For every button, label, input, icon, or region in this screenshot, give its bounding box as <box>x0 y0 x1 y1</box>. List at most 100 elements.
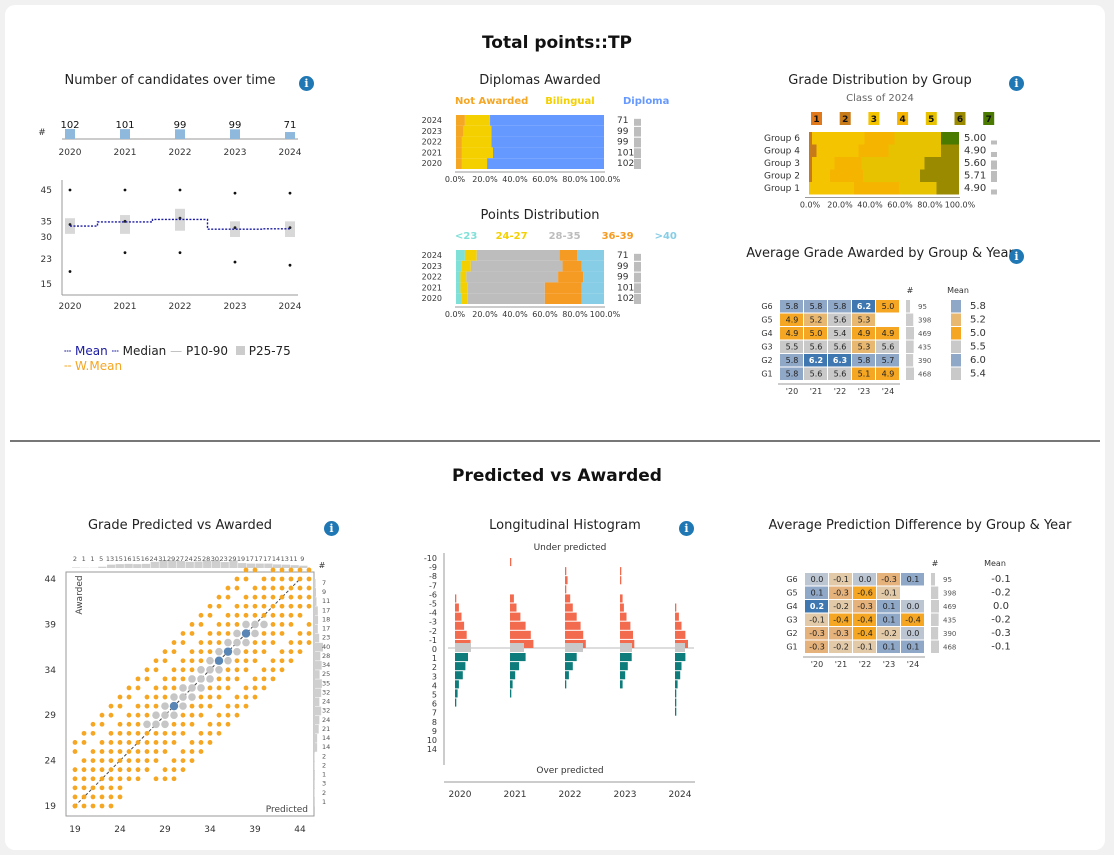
grade-segment <box>941 144 959 157</box>
avg-grade-row-label: G6 <box>761 302 772 311</box>
avg-grade-mean: 5.0 <box>970 328 986 339</box>
scatter-point <box>214 656 224 665</box>
scatter-point <box>81 803 87 809</box>
lh-over-bar <box>620 671 626 680</box>
diplomas-segment <box>456 158 462 169</box>
grade-segment <box>809 157 812 170</box>
grade-legend-swatch <box>954 112 966 125</box>
scatter-point <box>261 585 267 591</box>
scatter-right-count: 18 <box>322 615 330 623</box>
scatter-point <box>162 749 168 754</box>
grade-legend-label: 1 <box>813 115 819 125</box>
grade-group-mean: 5.00 <box>964 133 986 144</box>
pred-diff-col-label: '21 <box>835 660 847 669</box>
avg-grade-cell-value: 6.3 <box>833 356 847 365</box>
scatter-x-tick: 39 <box>249 825 261 835</box>
grade-distribution-title: Grade Distribution by Group <box>788 73 972 88</box>
lh-under-bar <box>620 576 622 585</box>
scatter-point <box>198 730 204 736</box>
points-count-bar <box>634 272 641 283</box>
pred-diff-cell-value: 0.1 <box>883 643 896 652</box>
pred-diff-count: 468 <box>943 644 956 652</box>
section-divider <box>10 440 1100 442</box>
points-count: 102 <box>617 294 634 304</box>
points-legend: 24-27 <box>496 231 528 242</box>
diplomas-segment <box>456 115 465 126</box>
grade-legend-label: 3 <box>871 115 877 125</box>
scatter-point <box>306 576 312 582</box>
scatter-point <box>189 667 195 673</box>
scatter-point <box>90 758 96 763</box>
grade-segment <box>830 169 863 182</box>
scatter-point <box>215 647 223 656</box>
scatter-point <box>117 749 123 754</box>
scatter-point <box>225 594 231 600</box>
pred-diff-cell-value: -0.3 <box>857 602 873 611</box>
scatter-point <box>288 585 294 591</box>
scatter-point <box>251 620 259 629</box>
scatter-right-count: 32 <box>322 707 330 715</box>
grade-group-mean: 5.60 <box>964 158 986 169</box>
pred-diff-mean: -0.1 <box>991 574 1011 585</box>
scatter-point <box>144 667 150 673</box>
scatter-point <box>224 656 232 665</box>
scatter-top-count: 29 <box>167 555 175 563</box>
scatter-point <box>279 612 285 618</box>
scatter-point <box>126 749 132 754</box>
avg-grade-cell-value: 5.6 <box>810 370 823 379</box>
diplomas-count: 101 <box>617 148 634 158</box>
scatter-point <box>234 694 240 700</box>
pred-diff-cell-value: -0.3 <box>809 629 825 638</box>
grade-segment <box>812 169 830 182</box>
scatter-point <box>99 721 105 727</box>
grade-distribution-info-icon[interactable]: i <box>1009 76 1024 91</box>
pred-diff-cell-value: 0.1 <box>811 589 824 598</box>
avg-grade-info-icon[interactable]: i <box>1009 249 1024 264</box>
grade-legend-swatch <box>925 112 937 125</box>
scatter-top-count: 27 <box>176 555 184 563</box>
points-segment <box>456 271 461 283</box>
diplomas-count: 99 <box>617 127 629 137</box>
pred-vs-awarded-info-icon[interactable]: i <box>324 521 339 536</box>
grade-group-mean: 4.90 <box>964 183 986 194</box>
scatter-top-count: 17 <box>254 555 262 563</box>
legend-wmean-row: ╌ W.Mean <box>64 359 123 373</box>
points-distribution-title: Points Distribution <box>480 208 600 223</box>
candidates-info-icon[interactable]: i <box>299 76 314 91</box>
long-hist-info-icon[interactable]: i <box>679 521 694 536</box>
points-year: 2020 <box>422 294 442 303</box>
avg-grade-cell <box>804 327 827 340</box>
candidates-count: 71 <box>284 120 297 131</box>
scatter-point <box>252 649 258 655</box>
scatter-top-count: 15 <box>115 555 123 563</box>
pred-diff-cell <box>901 600 924 613</box>
scatter-right-count: 28 <box>322 652 330 660</box>
scatter-point <box>198 703 204 709</box>
scatter-point <box>207 631 213 636</box>
scatter-point <box>225 685 231 691</box>
scatter-point <box>261 612 267 618</box>
avg-grade-count: 435 <box>918 344 931 352</box>
scatter-point <box>180 667 186 673</box>
points-count-bar <box>634 283 641 294</box>
scatter-point <box>306 585 312 591</box>
lh-over-bar <box>455 671 463 680</box>
lh-under-bar <box>565 567 567 576</box>
scatter-point <box>225 703 231 709</box>
scatter-point <box>234 667 240 673</box>
avg-grade-cell-value: 5.6 <box>882 343 895 352</box>
scatter-point <box>188 693 196 701</box>
grade-xtick: 20.0% <box>827 201 853 210</box>
scatter-top-hist-bar <box>264 563 273 568</box>
scatter-top-count: 17 <box>246 555 254 563</box>
pred-diff-cell <box>853 573 876 586</box>
scatter-top-count: 19 <box>237 555 245 563</box>
scatter-right-count: 14 <box>322 734 330 742</box>
points-legend: 28-35 <box>549 231 581 242</box>
scatter-point <box>270 631 276 636</box>
scatter-right-hist-bar <box>314 633 320 643</box>
scatter-point <box>225 585 231 591</box>
points-count: 99 <box>617 273 629 283</box>
scatter-point <box>153 658 159 664</box>
points-legend: >40 <box>655 231 677 242</box>
